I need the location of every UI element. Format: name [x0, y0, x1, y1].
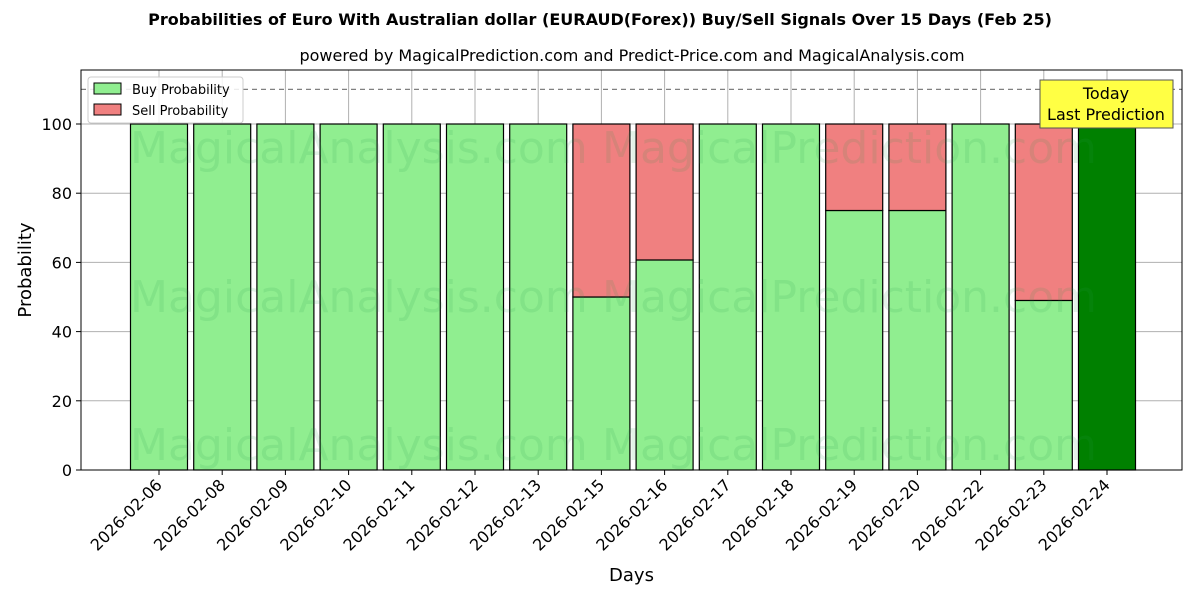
bar-buy — [1077, 123, 1137, 471]
bar-buy — [193, 123, 252, 471]
watermark-text: MagicalPrediction.com — [602, 420, 1097, 471]
bar-sell — [635, 123, 694, 261]
legend-swatch-sell — [93, 103, 122, 116]
bar-buy — [888, 209, 947, 471]
y-axis: 0 20 40 60 80 100 — [41, 115, 81, 480]
chart-subtitle: powered by MagicalPrediction.com and Pre… — [299, 46, 965, 65]
y-tick-label: 0 — [62, 461, 72, 480]
y-tick-label: 40 — [52, 323, 72, 342]
bar-buy — [825, 209, 884, 471]
legend-swatch-buy — [93, 82, 122, 95]
watermark-text: MagicalPrediction.com — [602, 123, 1097, 174]
bar-buy — [129, 123, 189, 471]
y-axis-label: Probability — [15, 222, 36, 317]
bar-buy — [698, 123, 757, 471]
watermark-text: MagicalPrediction.com — [602, 272, 1097, 323]
legend-box — [87, 76, 244, 124]
bar-buy — [256, 123, 315, 471]
bar-sell — [1014, 123, 1073, 302]
chart-title: Probabilities of Euro With Australian do… — [148, 10, 1052, 29]
bar-sell — [888, 123, 947, 212]
bar-sell — [825, 123, 884, 212]
watermark-text: MagicalAnalysis.com — [130, 420, 588, 471]
bar-buy — [445, 123, 505, 471]
bar-buy — [319, 123, 378, 471]
legend: Buy Probability Sell Probability — [87, 76, 244, 124]
watermark-text: MagicalAnalysis.com — [130, 123, 588, 174]
annotation-text: Last Prediction — [1047, 105, 1165, 124]
legend-label-sell: Sell Probability — [132, 104, 229, 119]
bar-buy — [572, 296, 631, 471]
bar-buy — [509, 123, 568, 471]
x-axis-label: Days — [609, 565, 654, 586]
today-annotation: Today Last Prediction — [1039, 79, 1174, 129]
annotation-box — [1039, 79, 1174, 129]
watermark-text: MagicalAnalysis.com — [130, 272, 588, 323]
plot-frame — [80, 69, 1183, 471]
y-tick-label: 20 — [52, 392, 72, 411]
x-axis: 2026-02-062026-02-082026-02-092026-02-10… — [87, 470, 1114, 555]
legend-label-buy: Buy Probability — [132, 83, 230, 98]
bars — [129, 123, 1137, 471]
annotation-text: Today — [1082, 84, 1129, 103]
y-tick-label: 60 — [52, 253, 72, 272]
y-tick-label: 80 — [52, 184, 72, 203]
bar-buy — [1014, 299, 1073, 471]
bar-sell — [572, 123, 631, 298]
y-tick-label: 100 — [41, 115, 72, 134]
watermarks: MagicalAnalysis.com MagicalPrediction.com… — [130, 123, 1097, 471]
bar-buy — [761, 123, 821, 471]
